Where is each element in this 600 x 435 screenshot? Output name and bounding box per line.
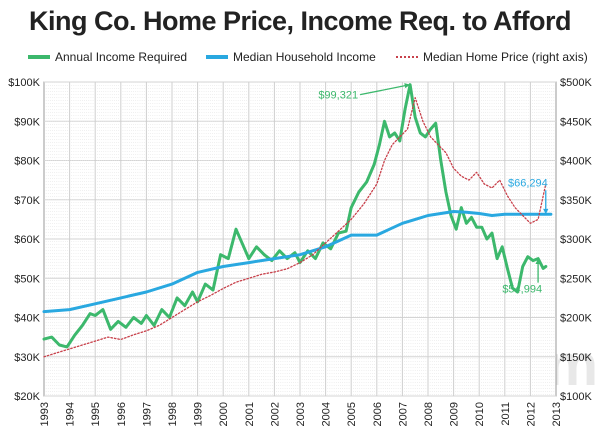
legend-swatch-median-home-price [396, 56, 418, 58]
y-right-tick-label: $450K [560, 116, 592, 128]
x-tick-label: 2013 [551, 402, 563, 426]
y-right-tick-label: $400K [560, 156, 592, 168]
annotation-label: $54,994 [502, 284, 542, 296]
annual-income-required-line [42, 83, 548, 349]
y-left-tick-label: $100K [8, 77, 40, 89]
annotation-label: $99,321 [318, 90, 358, 102]
legend-swatch-median-household-income [206, 55, 228, 59]
y-left-tick-label: $40K [14, 313, 40, 325]
x-tick-label: 1994 [65, 402, 77, 426]
y-right-tick-label: $100K [560, 391, 592, 403]
x-tick-label: 2006 [372, 402, 384, 426]
x-tick-label: 2005 [346, 402, 358, 426]
x-tick-label: 2009 [449, 402, 461, 426]
x-tick-label: 2001 [244, 402, 256, 426]
legend-item-median-home-price: Median Home Price (right axis) [396, 50, 588, 64]
x-tick-label: 1998 [167, 402, 179, 426]
y-right-tick-label: $300K [560, 234, 592, 246]
median-household-income-line [42, 210, 553, 314]
annotation-layer: $99,321 $66,294 $54,994 [318, 83, 549, 296]
y-right-tick-label: $500K [560, 77, 592, 89]
x-tick-label: 2007 [397, 402, 409, 426]
y-right-tick-label: $150K [560, 352, 592, 364]
annotation-label: $66,294 [508, 177, 548, 189]
series-layer [42, 83, 553, 358]
legend-label-annual-income-required: Annual Income Required [55, 50, 188, 64]
axis-layer: $20K $100K $30K $150K $40K $200K $50K $250K $60K… [8, 77, 592, 426]
y-left-tick-label: $50K [14, 273, 40, 285]
y-left-tick-label: $90K [14, 116, 40, 128]
annotation-arrow [359, 84, 411, 96]
x-tick-label: 1996 [116, 402, 128, 426]
annotation-arrowhead [535, 258, 541, 265]
x-tick-label: 1995 [90, 402, 102, 426]
y-left-tick-label: $60K [14, 234, 40, 246]
median-home-price-right-axis-line [43, 97, 547, 358]
x-tick-label: 1993 [39, 402, 51, 426]
x-tick-label: 1997 [141, 402, 153, 426]
y-left-tick-label: $70K [14, 195, 40, 207]
x-tick-label: 2010 [474, 402, 486, 426]
annotation-arrowhead [404, 83, 411, 89]
x-tick-label: 2008 [423, 402, 435, 426]
legend-label-median-home-price: Median Home Price (right axis) [423, 50, 588, 64]
legend-label-median-household-income: Median Household Income [233, 50, 376, 64]
y-left-tick-label: $20K [14, 391, 40, 403]
x-tick-label: 2012 [525, 402, 537, 426]
x-tick-label: 2011 [500, 402, 512, 426]
legend-item-median-household-income: Median Household Income [206, 50, 376, 64]
y-left-tick-label: $80K [14, 156, 40, 168]
legend-swatch-annual-income-required [28, 55, 50, 59]
x-tick-label: 2000 [218, 402, 230, 426]
legend-item-annual-income-required: Annual Income Required [28, 50, 187, 64]
grid-layer [43, 81, 557, 397]
x-tick-label: 2002 [269, 402, 281, 426]
chart-legend: Annual Income Required Median Household … [18, 50, 588, 68]
x-tick-label: 1999 [193, 402, 205, 426]
y-right-tick-label: $250K [560, 273, 592, 285]
y-right-tick-label: $200K [560, 313, 592, 325]
chart-title: King Co. Home Price, Income Req. to Affo… [28, 6, 572, 36]
x-tick-label: 2004 [321, 402, 333, 426]
y-right-tick-label: $350K [560, 195, 592, 207]
y-left-tick-label: $30K [14, 352, 40, 364]
annotation-arrowhead [543, 208, 549, 215]
x-tick-label: 2003 [295, 402, 307, 426]
